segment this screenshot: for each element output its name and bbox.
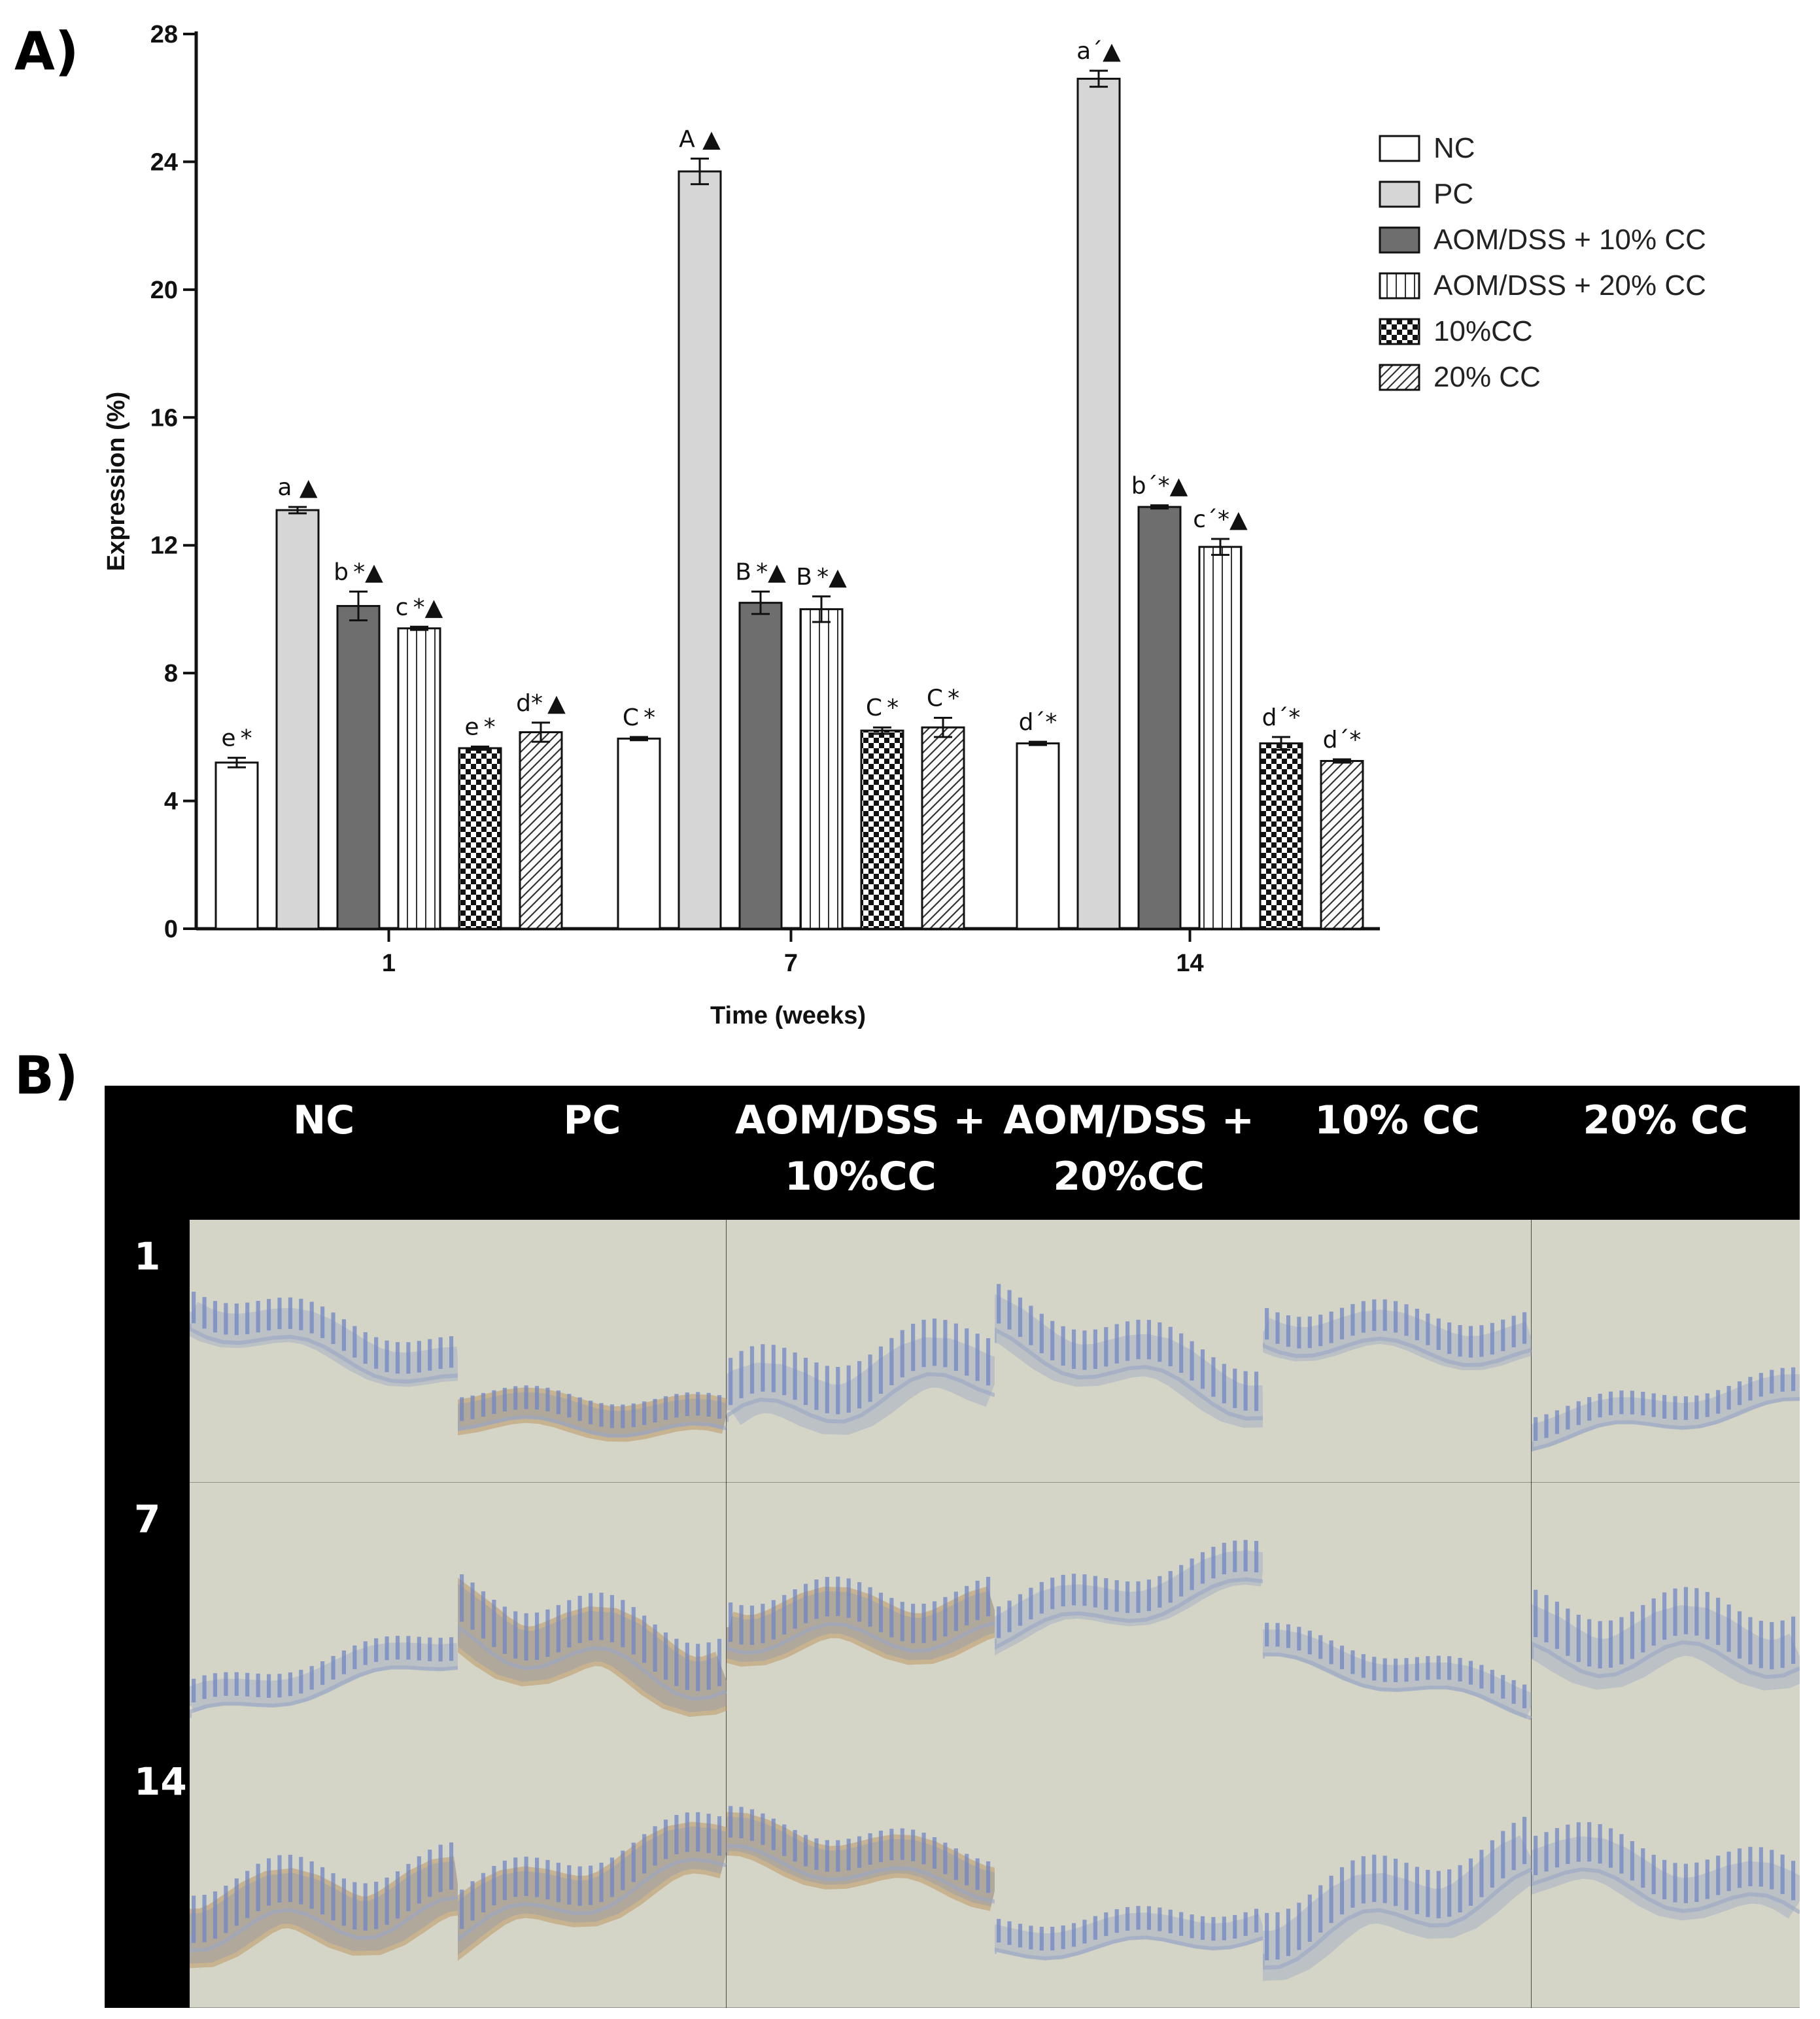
bar [617, 737, 661, 930]
significance-label: d´* [1323, 727, 1362, 753]
legend-label: PC [1434, 178, 1473, 210]
micrograph-image [726, 1482, 995, 1746]
bar-chart: 0 4 8 12 16 20 24 28 Expression (%) Time (weeks) 1… [103, 21, 1706, 1029]
legend-swatch [1379, 272, 1420, 300]
bar [678, 170, 722, 930]
bar [1198, 545, 1243, 930]
micrograph-image [190, 1482, 458, 1746]
micrograph-image [726, 1745, 995, 2008]
micrograph-image [190, 1745, 458, 2008]
legend-label: 20% CC [1434, 361, 1541, 393]
column-header: PC [563, 1097, 621, 1143]
column-header: 20% CC [1583, 1097, 1749, 1143]
significance-label: c´*▲ [1193, 506, 1248, 533]
legend-swatch [1379, 226, 1420, 254]
row-label: 14 [134, 1759, 187, 1804]
legend-label: 10%CC [1434, 315, 1533, 347]
significance-label: a´▲ [1076, 38, 1121, 65]
x-tick-label: 7 [784, 950, 798, 977]
bar [458, 747, 502, 930]
column-header: AOM/DSS + 10%CC [734, 1097, 986, 1199]
micrograph-image [1263, 1220, 1532, 1483]
legend-label: AOM/DSS + 10% CC [1434, 224, 1706, 256]
micrograph-image [1263, 1745, 1532, 2008]
x-tick-label: 1 [382, 950, 396, 977]
significance-label: c *▲ [396, 594, 443, 621]
bar [1076, 77, 1121, 930]
micrograph-image [995, 1482, 1263, 1746]
significance-label: C * [623, 704, 655, 731]
y-tick-label: 4 [164, 788, 178, 816]
bar [738, 602, 783, 930]
panel-a-label: A) [14, 21, 79, 82]
bar [275, 509, 320, 930]
x-axis-label: Time (weeks) [710, 1002, 866, 1029]
row-label: 1 [134, 1234, 161, 1279]
legend-swatch [1379, 181, 1420, 208]
micrograph-image [726, 1220, 995, 1483]
significance-label: d´* [1019, 709, 1057, 736]
y-tick-label: 8 [164, 660, 178, 687]
bar [799, 608, 844, 930]
legend-swatch [1379, 364, 1420, 391]
significance-label: b´*▲ [1131, 473, 1188, 500]
bar [860, 729, 904, 930]
bar [1016, 742, 1060, 930]
y-tick-label: 0 [164, 916, 178, 943]
micrograph-image [1531, 1220, 1800, 1483]
x-tick-label: 14 [1176, 950, 1203, 977]
significance-label: a ▲ [277, 474, 318, 501]
significance-label: B *▲ [796, 564, 847, 591]
micrograph-image [190, 1220, 458, 1483]
histology-grid: NC PC AOM/DSS + 10%CC AOM/DSS + 20%CC 10% CC… [105, 1086, 1800, 2008]
bar [215, 761, 259, 930]
y-tick-label: 16 [150, 404, 178, 432]
significance-label: d* ▲ [516, 690, 566, 717]
legend-swatch [1379, 135, 1420, 162]
y-tick-label: 20 [150, 277, 178, 304]
y-axis-label: Expression (%) [103, 392, 130, 572]
bar [519, 731, 563, 930]
significance-label: C * [866, 695, 899, 721]
significance-label: C * [927, 685, 959, 712]
significance-label: B *▲ [735, 559, 786, 586]
y-tick-label: 28 [150, 21, 178, 48]
micrograph-image [995, 1745, 1263, 2008]
y-tick-label: 12 [150, 532, 178, 560]
significance-label: e * [221, 725, 252, 752]
row-label: 7 [134, 1496, 161, 1542]
bar [397, 627, 441, 930]
micrograph-image [1531, 1745, 1800, 2008]
bar [336, 605, 381, 930]
column-header: 10% CC [1314, 1097, 1480, 1143]
significance-label: A ▲ [679, 126, 721, 153]
micrograph-image [1531, 1482, 1800, 1746]
panel-b-label: B) [14, 1045, 78, 1106]
micrograph-image [458, 1220, 727, 1483]
legend-label: AOM/DSS + 20% CC [1434, 269, 1706, 302]
y-tick-label: 24 [150, 148, 178, 176]
micrograph-image [1263, 1482, 1532, 1746]
significance-label: b *▲ [334, 559, 383, 586]
legend-label: NC [1434, 132, 1475, 164]
significance-label: e * [464, 714, 495, 741]
column-header: NC [293, 1097, 355, 1143]
bar [1320, 760, 1364, 930]
bar [1137, 506, 1182, 930]
legend-swatch [1379, 318, 1420, 345]
bar [1259, 742, 1303, 930]
column-header: AOM/DSS + 20%CC [1003, 1097, 1255, 1199]
micrograph-image [458, 1745, 727, 2008]
significance-label: d´* [1262, 704, 1301, 731]
micrograph-image [995, 1220, 1263, 1483]
micrograph-image [458, 1482, 727, 1746]
bar [921, 726, 965, 930]
